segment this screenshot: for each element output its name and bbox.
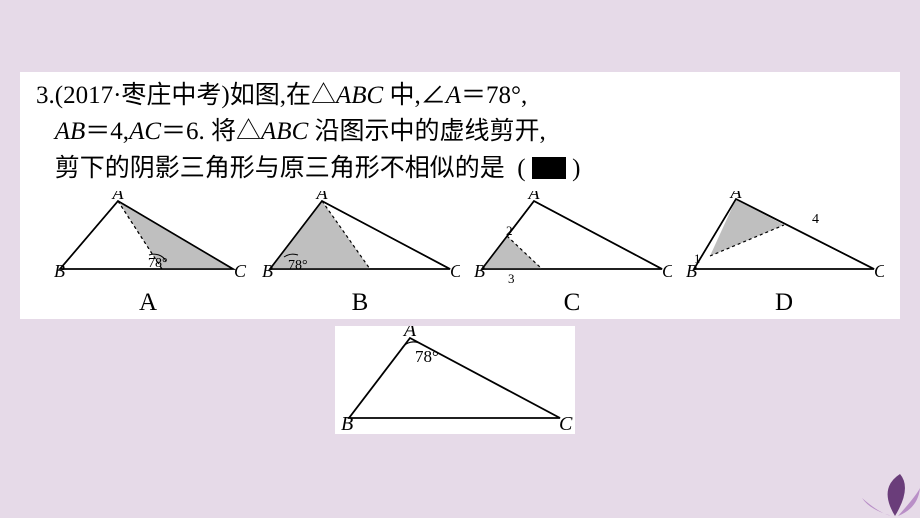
q-l1a: 如图,在△ (230, 82, 336, 109)
figB-B: B (262, 261, 273, 281)
q-l3: 剪下的阴影三角形与原三角形不相似的是 (55, 155, 505, 182)
q-l1b: 中,∠ (383, 82, 446, 109)
figM-C: C (559, 413, 573, 434)
figM-B: B (341, 413, 353, 434)
question-card: 3.(2017·枣庄中考)如图,在△ABC 中,∠A＝78°, AB＝4,AC＝… (20, 72, 900, 319)
figM-A: A (402, 326, 417, 341)
q-l2a: AB (55, 118, 86, 145)
figD-seg1: 1 (694, 251, 701, 266)
figM-angle: 78° (415, 347, 439, 366)
answer-blank (532, 157, 566, 179)
q-source: (2017·枣庄中考) (55, 82, 230, 109)
figA-angle: 78° (148, 256, 168, 271)
option-B-cell: A B C 78° B (260, 191, 460, 317)
q-number: 3. (36, 82, 55, 109)
q-l2c: 沿图示中的虚线剪开, (308, 118, 546, 145)
figB-C: C (450, 261, 460, 281)
option-A-label: A (48, 289, 248, 317)
paren-open: ( (517, 155, 525, 182)
q-tri2: ABC (261, 118, 308, 145)
question-text: 3.(2017·枣庄中考)如图,在△ABC 中,∠A＝78°, AB＝4,AC＝… (30, 78, 890, 187)
options-row: A B C 78° A A B C 78° B (30, 191, 890, 317)
figC-seg1: 2 (506, 223, 513, 238)
figD-seg2: 4 (812, 212, 819, 227)
figure-C: A B C 2 3 (472, 191, 672, 286)
figA-B: B (54, 261, 65, 281)
q-angleA: A (446, 82, 461, 109)
paren-close: ) (572, 155, 580, 182)
figB-angle: 78° (288, 258, 308, 273)
figC-B: B (474, 261, 485, 281)
figA-A: A (112, 191, 125, 203)
figD-C: C (874, 261, 884, 281)
figure-D: A B C 1 4 (684, 191, 884, 286)
figC-seg2: 3 (508, 271, 515, 286)
q-eq2: ＝4, (85, 118, 129, 145)
figB-A: A (316, 191, 329, 203)
figC-C: C (662, 261, 672, 281)
figure-main: A B C 78° (335, 326, 575, 434)
q-eq3: ＝6. 将△ (161, 118, 261, 145)
decoration-petal-icon (840, 468, 920, 518)
figA-C: C (234, 261, 247, 281)
q-eq1: ＝78°, (461, 82, 527, 109)
option-C-label: C (472, 289, 672, 317)
option-B-label: B (260, 289, 460, 317)
figD-A: A (730, 191, 743, 202)
option-D-cell: A B C 1 4 D (684, 191, 884, 317)
option-C-cell: A B C 2 3 C (472, 191, 672, 317)
figure-A: A B C 78° (48, 191, 248, 286)
q-l2b: AC (129, 118, 161, 145)
figure-B: A B C 78° (260, 191, 460, 286)
figC-A: A (528, 191, 541, 203)
option-D-label: D (684, 289, 884, 317)
reference-figure-card: A B C 78° (335, 326, 575, 434)
q-tri1: ABC (336, 82, 383, 109)
option-A-cell: A B C 78° A (48, 191, 248, 317)
